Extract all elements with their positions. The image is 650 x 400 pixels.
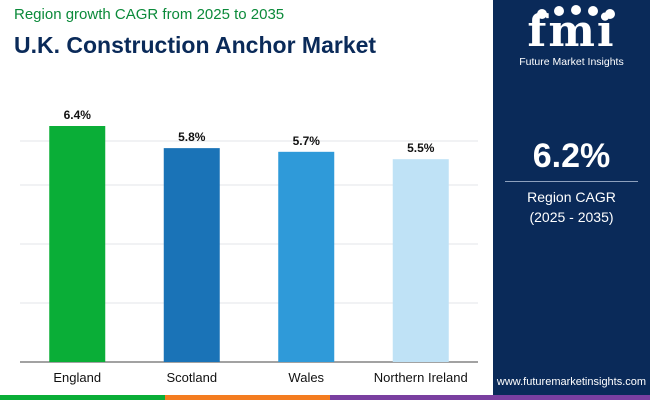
brand-name: Future Market Insights	[519, 56, 624, 68]
chart-header: Region growth CAGR from 2025 to 2035 U.K…	[0, 0, 493, 78]
bottom-color-strip	[0, 395, 650, 400]
bar-chart-svg: 6.4% England 5.8% Scotland 5.7% Wales 5.5% Nort…	[20, 108, 478, 385]
x-tick-label: Wales	[288, 370, 324, 385]
region-cagr-label-line2: (2025 - 2035)	[529, 209, 614, 225]
website-link[interactable]: www.futuremarketinsights.com	[496, 376, 647, 388]
x-tick-label: England	[53, 370, 101, 385]
data-label: 5.5%	[407, 141, 435, 155]
strip-orange	[165, 395, 330, 400]
data-label: 5.7%	[293, 134, 321, 148]
value-divider	[505, 181, 638, 182]
bar-northern-ireland	[392, 159, 449, 362]
data-label: 5.8%	[178, 130, 206, 144]
strip-green	[0, 395, 165, 400]
logo-wordmark: fmi	[527, 6, 616, 57]
logo-icons	[537, 5, 615, 19]
bar-wales	[278, 151, 335, 362]
bar-england	[49, 126, 106, 362]
bar-chart: 6.4% England 5.8% Scotland 5.7% Wales 5.5% Nort…	[0, 78, 493, 400]
x-tick-label: Scotland	[166, 370, 217, 385]
summary-panel: fmi Future Market Insights 6.2% Region C…	[493, 0, 650, 400]
data-label: 6.4%	[64, 108, 92, 122]
region-cagr-value: 6.2%	[532, 137, 611, 175]
x-tick-label: Northern Ireland	[374, 370, 468, 385]
bar-scotland	[163, 148, 220, 362]
fmi-logo: fmi Future Market Insights	[493, 0, 650, 80]
chart-title: U.K. Construction Anchor Market	[14, 32, 377, 58]
region-cagr-label-line1: Region CAGR	[527, 189, 616, 205]
strip-purple	[330, 395, 650, 400]
chart-subtitle: Region growth CAGR from 2025 to 2035	[14, 6, 285, 23]
region-cagr-label: Region CAGR (2025 - 2035)	[493, 187, 650, 227]
